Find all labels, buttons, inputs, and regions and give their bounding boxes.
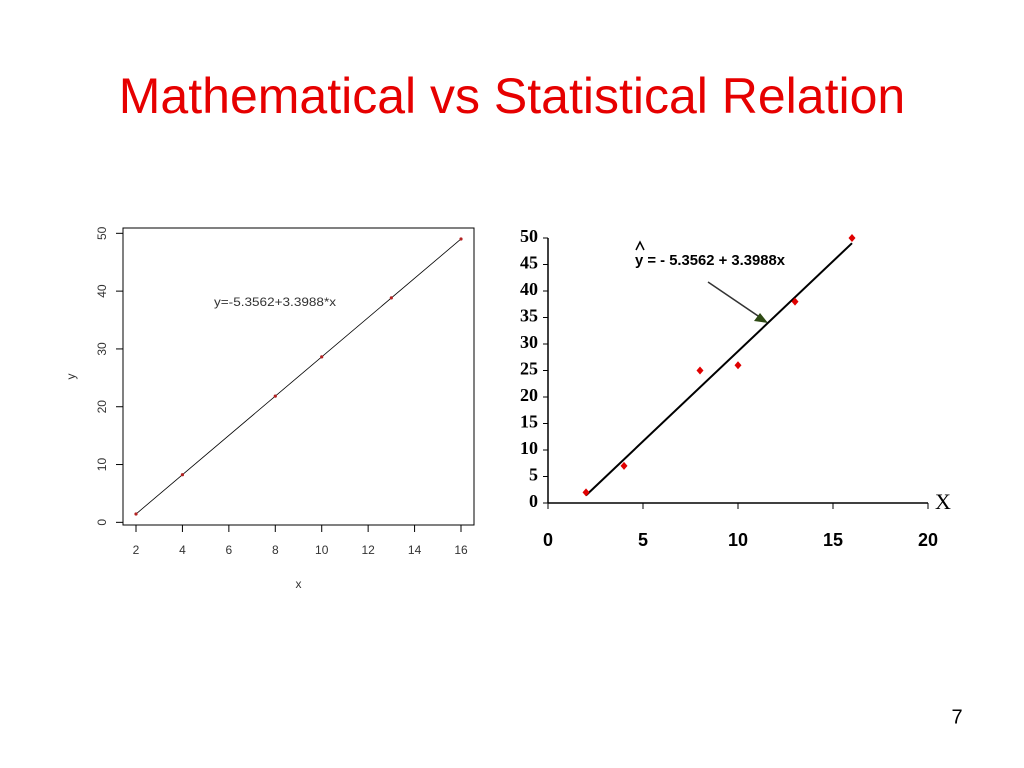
x-tick-label: 8 xyxy=(272,543,279,557)
arrow xyxy=(707,281,765,321)
x-tick-label: 2 xyxy=(133,543,140,557)
y-tick-label: 15 xyxy=(520,412,538,432)
x-tick-label: 10 xyxy=(728,530,748,550)
x-axis-label: X xyxy=(935,489,951,514)
y-tick-label: 20 xyxy=(520,385,538,405)
x-tick-label: 20 xyxy=(918,530,938,550)
fit-line xyxy=(135,238,462,515)
x-tick-label: 16 xyxy=(454,543,468,557)
x-tick-label: 4 xyxy=(179,543,186,557)
y-tick-label: 0 xyxy=(529,491,538,511)
point xyxy=(734,361,742,370)
point xyxy=(459,237,463,241)
point xyxy=(180,473,185,477)
point xyxy=(620,461,628,470)
point xyxy=(320,355,324,359)
point xyxy=(696,366,704,375)
y-tick-label: 10 xyxy=(95,458,109,472)
point xyxy=(848,234,856,242)
y-axis-label: y xyxy=(64,374,78,380)
x-tick-label: 0 xyxy=(543,530,553,550)
y-tick-label: 5 xyxy=(529,465,538,485)
y-tick-label: 40 xyxy=(520,279,538,299)
x-tick-label: 6 xyxy=(226,543,233,557)
y-tick-label: 30 xyxy=(95,342,109,356)
y-tick-label: 10 xyxy=(520,438,538,458)
point xyxy=(582,488,590,497)
x-tick-label: 5 xyxy=(638,530,648,550)
page-number: 7 xyxy=(951,706,962,728)
point xyxy=(791,297,799,306)
y-tick-label: 30 xyxy=(520,332,538,352)
y-tick-label: 25 xyxy=(520,359,538,379)
x-tick-label: 10 xyxy=(315,543,329,557)
point xyxy=(134,512,138,516)
equation: y = - 5.3562 + 3.3988x xyxy=(635,252,786,269)
y-tick-label: 20 xyxy=(95,400,109,414)
x-axis-label: x xyxy=(296,577,302,591)
y-tick-label: 50 xyxy=(520,226,538,246)
y-tick-label: 45 xyxy=(520,253,538,273)
x-tick-label: 14 xyxy=(408,543,422,557)
y-tick-label: 35 xyxy=(520,306,538,326)
y-tick-label: 40 xyxy=(95,284,109,298)
x-tick-label: 15 xyxy=(823,530,843,550)
y-tick-label: 0 xyxy=(95,519,109,526)
point xyxy=(389,296,393,300)
point xyxy=(273,394,277,398)
plot-frame xyxy=(122,227,475,526)
arrow-head xyxy=(754,313,768,323)
y-tick-label: 50 xyxy=(95,226,109,240)
x-tick-label: 12 xyxy=(361,543,375,557)
hat xyxy=(635,240,645,251)
fit-line xyxy=(585,242,853,497)
slide-title: Mathematical vs Statistical Relation xyxy=(119,68,905,124)
equation: y=-5.3562+3.3988*x xyxy=(214,295,336,309)
